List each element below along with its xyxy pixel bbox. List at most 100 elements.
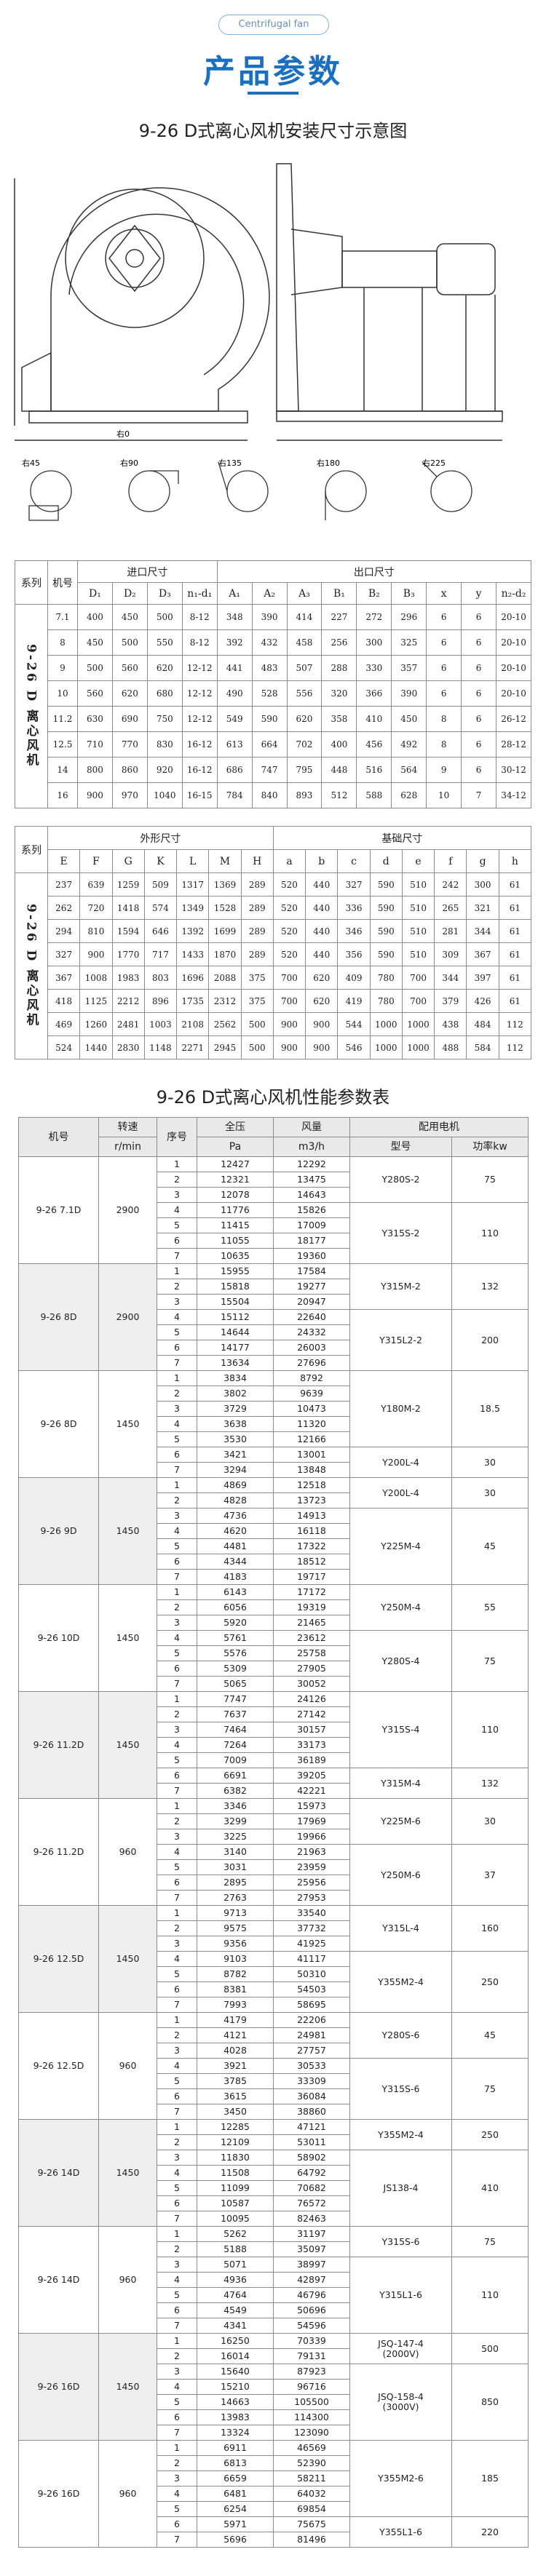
table-cell: 458 <box>286 629 323 656</box>
table-cell: 686 <box>216 757 253 783</box>
table-cell: 30533 <box>273 2058 350 2074</box>
table-cell: 379 <box>434 989 467 1013</box>
table-cell: 1699 <box>208 919 242 943</box>
table-cell: 6 <box>157 1233 197 1249</box>
table-cell: 25956 <box>273 1875 350 1891</box>
table-cell: 47121 <box>273 2119 350 2135</box>
motor-power: 220 <box>451 2516 529 2548</box>
model-cell: 9-26 8D <box>18 1370 99 1478</box>
table-cell: 896 <box>143 989 178 1013</box>
table-cell: 4 <box>157 1630 197 1646</box>
table-cell: 34-12 <box>496 782 531 808</box>
table-cell: 52390 <box>273 2455 350 2471</box>
table-cell: 8792 <box>273 1370 350 1386</box>
table-cell: 294 <box>47 919 81 943</box>
table-row: 2 12109 53011 <box>19 2134 529 2150</box>
table-cell: 4179 <box>197 2012 274 2028</box>
table-cell: 12-12 <box>181 655 218 681</box>
table-cell: 327 <box>47 942 81 966</box>
model-cell: 9-26 10D <box>18 1584 99 1692</box>
table-cell: 327 <box>337 872 371 897</box>
header-cell: D₃ <box>146 582 183 605</box>
table-cell: 6 <box>461 604 497 630</box>
table-cell: 500 <box>240 1035 274 1060</box>
table-row: 5 6254 69854 <box>19 2501 529 2517</box>
table-row: 9-26 16D 960 1 6911 46569 Y355M2-6 185 <box>18 2440 529 2548</box>
table-cell: 440 <box>305 919 339 943</box>
table-cell: 33309 <box>273 2073 350 2089</box>
table-row: 7 5696 81496 <box>19 2532 529 2548</box>
table-cell: 5 <box>157 2501 197 2517</box>
table-cell: 646 <box>143 919 178 943</box>
table-cell: 2271 <box>176 1035 210 1060</box>
table-row: 7 10095 82463 <box>19 2211 529 2227</box>
table-cell: 441 <box>216 655 253 681</box>
header-cell: D₂ <box>111 582 148 605</box>
table-cell: 9 <box>47 655 78 681</box>
table-cell: 6 <box>157 1447 197 1463</box>
motor-power: 185 <box>451 2440 529 2517</box>
table-cell: 27142 <box>273 1706 350 1722</box>
table-row: 6 3615 36084 <box>19 2088 529 2104</box>
table-cell: 5 <box>157 2287 197 2303</box>
table-cell: 2895 <box>197 1875 274 1891</box>
table-cell: 12-12 <box>181 680 218 707</box>
table-cell: 27905 <box>273 1661 350 1677</box>
table-cell: 2830 <box>111 1035 145 1060</box>
table-cell: 4620 <box>197 1523 274 1539</box>
speed-cell: 1450 <box>98 1370 157 1478</box>
table-cell: 112 <box>498 1012 532 1036</box>
table-cell: 5 <box>157 2394 197 2410</box>
header-cell: A₃ <box>286 582 323 605</box>
table-cell: 3 <box>157 1187 197 1203</box>
table-cell: 409 <box>337 966 371 990</box>
page-title: 产品参数 <box>203 53 343 90</box>
table-cell: 61 <box>498 872 532 897</box>
header-cell: D₁ <box>77 582 113 605</box>
table-cell: 2 <box>157 1813 197 1829</box>
table-cell: 2 <box>157 1706 197 1722</box>
rotation-views <box>28 461 472 521</box>
table-cell: 367 <box>466 942 499 966</box>
table-cell: 2 <box>157 1492 197 1508</box>
table-cell: 516 <box>356 757 392 783</box>
table-cell: 1000 <box>369 1012 403 1036</box>
table-cell: 87923 <box>273 2364 350 2380</box>
series-cell: 9-26 D 离心风机 <box>15 604 48 808</box>
table-cell: 1594 <box>111 919 145 943</box>
table-cell: 8782 <box>197 1966 274 1982</box>
table-cell: 500 <box>111 629 148 656</box>
table-cell: 700 <box>401 966 435 990</box>
table-cell: 7 <box>461 782 497 808</box>
table-cell: 6143 <box>197 1584 274 1600</box>
speed-cell: 960 <box>98 2012 157 2120</box>
table-cell: 15504 <box>197 1294 274 1310</box>
header-cell: x <box>426 582 462 605</box>
diagram: 右45 右90 右135 右180 右225 右0 <box>14 163 503 521</box>
table-cell: 262 <box>47 896 81 920</box>
table-cell: 20-10 <box>496 629 531 656</box>
table-cell: 490 <box>216 680 253 707</box>
motor-power: 45 <box>451 2012 529 2059</box>
model-cell: 9-26 9D <box>18 1477 99 1585</box>
table-cell: 15112 <box>197 1309 274 1325</box>
table-cell: 556 <box>286 680 323 707</box>
table-cell: 507 <box>286 655 323 681</box>
table-cell: 1418 <box>111 896 145 920</box>
table-row: 2 7637 27142 <box>19 1706 529 1722</box>
motor-power: 110 <box>451 1202 529 1264</box>
table-cell: 810 <box>79 919 113 943</box>
speed-cell: 1450 <box>98 2119 157 2227</box>
table-cell: 5 <box>157 2073 197 2089</box>
table-cell: 9 <box>426 757 462 783</box>
table-row: 5 11099 70682 <box>19 2180 529 2196</box>
table-cell: 22640 <box>273 1309 350 1325</box>
table-row: 9-26 14D 960 1 5262 31197 Y315S-6 75 <box>18 2226 529 2334</box>
table-cell: 3 <box>157 2150 197 2166</box>
table-cell: 31197 <box>273 2226 350 2242</box>
table-cell: 4 <box>157 1523 197 1539</box>
table-cell: 61 <box>498 919 532 943</box>
table-cell: 5576 <box>197 1645 274 1661</box>
table-cell: 620 <box>305 966 339 990</box>
